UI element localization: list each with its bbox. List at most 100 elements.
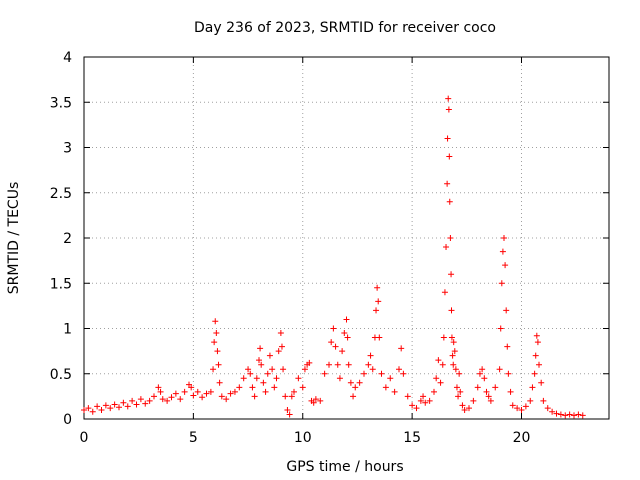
data-point-marker xyxy=(120,399,127,406)
data-point-marker xyxy=(498,280,505,287)
y-tick-label: 1 xyxy=(63,322,72,338)
data-point-marker xyxy=(536,361,542,368)
data-point-marker xyxy=(299,384,306,391)
data-point-marker xyxy=(485,393,492,400)
data-point-marker xyxy=(223,396,230,403)
data-point-marker xyxy=(443,244,450,251)
data-point-marker xyxy=(247,370,254,377)
data-point-marker xyxy=(264,370,271,377)
data-point-marker xyxy=(540,397,547,404)
data-point-marker xyxy=(492,384,499,391)
data-point-marker xyxy=(177,396,184,403)
data-point-marker xyxy=(116,404,122,411)
data-point-marker xyxy=(85,405,92,412)
data-point-marker xyxy=(538,379,545,386)
data-point-marker xyxy=(210,366,217,373)
data-point-marker xyxy=(271,384,278,391)
data-point-marker xyxy=(343,316,350,323)
data-point-marker xyxy=(231,388,238,395)
data-point-marker xyxy=(504,343,511,350)
data-point-marker xyxy=(157,388,164,395)
data-point-marker xyxy=(190,392,197,399)
x-axis-ticks: 0 5 10 15 20 xyxy=(80,57,531,446)
data-point-marker xyxy=(168,394,175,401)
data-point-marker xyxy=(441,289,448,296)
data-point-marker xyxy=(89,408,96,415)
x-tick-label: 0 xyxy=(80,430,89,446)
data-point-marker xyxy=(409,402,416,409)
y-tick-label: 0 xyxy=(63,412,72,428)
data-point-marker xyxy=(284,406,291,413)
data-point-marker xyxy=(497,325,504,332)
data-point-marker xyxy=(445,95,452,102)
data-point-marker xyxy=(534,339,541,346)
data-point-marker xyxy=(215,361,222,368)
y-tick-label: 3.5 xyxy=(50,95,72,111)
data-point-marker xyxy=(365,361,372,368)
data-point-marker xyxy=(444,135,451,142)
data-point-marker xyxy=(452,366,459,373)
data-point-marker xyxy=(288,393,295,400)
data-point-marker xyxy=(445,106,452,113)
data-point-marker xyxy=(466,405,472,412)
data-point-marker xyxy=(502,262,509,269)
data-point-marker xyxy=(277,330,284,337)
data-point-marker xyxy=(398,345,405,352)
data-point-marker xyxy=(374,284,381,291)
data-point-marker xyxy=(227,390,234,397)
data-point-marker xyxy=(361,370,367,377)
data-point-marker xyxy=(194,388,201,395)
data-point-marker xyxy=(306,359,313,366)
data-point-marker xyxy=(94,403,101,410)
data-point-marker xyxy=(282,393,289,400)
data-point-marker xyxy=(258,361,265,368)
data-point-marker xyxy=(278,343,285,350)
data-point-marker xyxy=(449,352,456,359)
data-point-marker xyxy=(470,397,477,404)
data-point-marker xyxy=(376,334,383,341)
data-point-marker xyxy=(514,405,521,412)
data-point-marker xyxy=(420,393,427,400)
data-point-marker xyxy=(417,397,424,404)
data-point-marker xyxy=(562,412,569,419)
data-point-marker xyxy=(317,397,324,404)
data-point-marker xyxy=(400,370,407,377)
data-point-marker xyxy=(532,352,539,359)
data-point-marker xyxy=(461,406,468,413)
data-point-marker xyxy=(404,393,411,400)
data-point-marker xyxy=(503,307,510,314)
data-point-marker xyxy=(312,396,319,403)
data-point-marker xyxy=(332,343,339,350)
data-point-marker xyxy=(499,248,506,255)
data-point-marker xyxy=(440,334,447,341)
data-point-marker xyxy=(439,361,446,368)
data-point-marker xyxy=(164,397,171,404)
data-point-marker xyxy=(213,330,220,337)
data-point-marker xyxy=(451,348,458,355)
data-point-marker xyxy=(256,357,262,364)
x-tick-label: 20 xyxy=(513,430,531,446)
data-point-marker xyxy=(211,339,218,346)
x-tick-label: 15 xyxy=(403,430,421,446)
data-point-marker xyxy=(437,379,444,386)
data-point-marker xyxy=(207,388,214,395)
data-point-marker xyxy=(533,332,540,339)
data-point-marker xyxy=(286,411,293,418)
data-point-marker xyxy=(447,235,454,241)
data-point-marker xyxy=(435,357,442,364)
data-point-marker xyxy=(216,379,223,386)
data-point-marker xyxy=(369,366,376,373)
data-point-marker xyxy=(507,388,514,395)
data-point-marker xyxy=(199,394,206,401)
y-tick-label: 3 xyxy=(63,141,72,157)
data-point-marker xyxy=(260,379,267,386)
data-point-marker xyxy=(344,334,351,341)
x-axis-label: GPS time / hours xyxy=(286,459,403,475)
data-point-marker xyxy=(249,384,256,391)
data-point-marker xyxy=(382,384,389,391)
y-tick-label: 4 xyxy=(63,50,72,66)
data-point-marker xyxy=(350,393,357,400)
data-point-marker xyxy=(188,384,195,391)
data-point-marker xyxy=(481,375,488,382)
